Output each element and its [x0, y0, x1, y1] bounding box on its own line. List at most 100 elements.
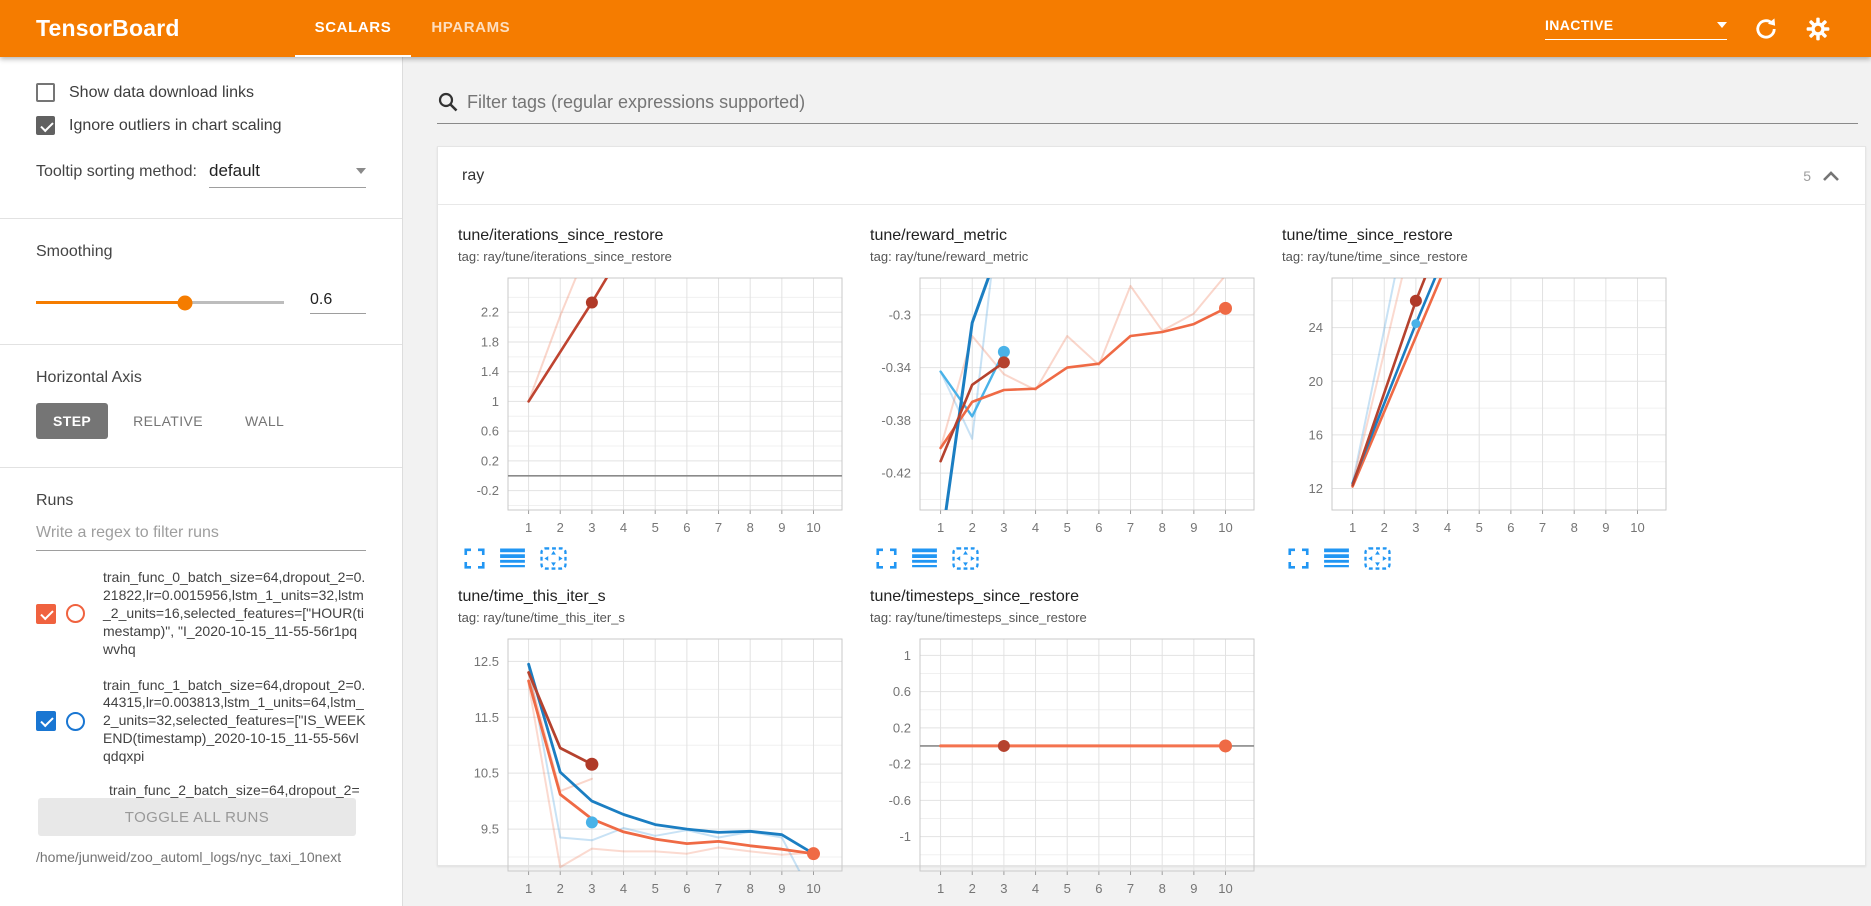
- svg-text:5: 5: [1064, 881, 1071, 896]
- tooltip-sorting-label: Tooltip sorting method:: [36, 163, 197, 180]
- svg-text:0.6: 0.6: [481, 424, 499, 439]
- tooltip-sorting-value: default: [208, 161, 261, 180]
- show-download-links-checkbox-row[interactable]: Show data download links: [36, 83, 366, 102]
- run-color-radio[interactable]: [66, 604, 85, 624]
- run-checkbox[interactable]: [36, 603, 56, 624]
- data-status-dropdown[interactable]: INACTIVE: [1545, 17, 1727, 40]
- svg-text:10.5: 10.5: [474, 766, 499, 781]
- svg-text:6: 6: [1507, 520, 1514, 535]
- settings-gear-icon[interactable]: [1805, 16, 1831, 42]
- svg-text:-0.6: -0.6: [889, 793, 911, 808]
- svg-text:5: 5: [1476, 520, 1483, 535]
- smoothing-value[interactable]: 0.6: [310, 291, 366, 314]
- svg-text:7: 7: [715, 520, 722, 535]
- empty-grid-cell: [1282, 588, 1694, 906]
- smoothing-slider[interactable]: [36, 295, 284, 310]
- smoothing-slider-row: 0.6: [36, 291, 366, 314]
- fullscreen-icon[interactable]: [1288, 548, 1309, 569]
- axis-wall-button[interactable]: WALL: [245, 413, 285, 429]
- chart-tag: tag: ray/tune/time_this_iter_s: [458, 610, 625, 625]
- run-color-radio[interactable]: [66, 711, 85, 731]
- refresh-icon[interactable]: [1753, 16, 1779, 42]
- chart-plot[interactable]: -0.42 -0.38 -0.34 -0.3 1 2 3 4 5 6 7 8 9 10: [870, 272, 1270, 545]
- run-checkbox[interactable]: [36, 711, 56, 732]
- ignore-outliers-checkbox[interactable]: [36, 116, 55, 135]
- horizontal-axis-label: Horizontal Axis: [36, 369, 142, 386]
- chart-plot[interactable]: 9.5 10.5 11.5 12.5 1 2 3 4 5 6 7 8 9 10: [458, 633, 858, 906]
- run-name: train_func_1_batch_size=64,dropout_2=0.4…: [103, 676, 366, 765]
- chart-plot[interactable]: -0.2 0.2 0.6 1 1.4 1.8 2.2 1 2 3 4 5 6 7 8 9 10: [458, 272, 858, 545]
- run-item-0: train_func_0_batch_size=64,dropout_2=0.2…: [36, 569, 366, 659]
- svg-text:-0.2: -0.2: [477, 483, 499, 498]
- tag-group-ray: ray 5 tune/iterations_since_restore tag:…: [437, 146, 1866, 896]
- ignore-outliers-checkbox-row[interactable]: Ignore outliers in chart scaling: [36, 116, 366, 135]
- svg-text:-0.2: -0.2: [889, 757, 911, 772]
- header-actions: INACTIVE: [1545, 0, 1871, 57]
- svg-text:7: 7: [1127, 520, 1134, 535]
- fit-domain-icon[interactable]: [540, 547, 567, 570]
- fit-domain-icon[interactable]: [952, 547, 979, 570]
- chevron-up-icon[interactable]: [1821, 169, 1841, 183]
- fullscreen-icon[interactable]: [876, 548, 897, 569]
- tab-hparams[interactable]: HPARAMS: [431, 19, 511, 36]
- slider-knob[interactable]: [177, 295, 193, 310]
- svg-text:1: 1: [492, 394, 499, 409]
- chart-title: tune/iterations_since_restore: [458, 227, 664, 244]
- svg-text:3: 3: [1412, 520, 1419, 535]
- expand-chart-icon[interactable]: [912, 548, 937, 569]
- svg-text:6: 6: [683, 881, 690, 896]
- fullscreen-icon[interactable]: [464, 548, 485, 569]
- svg-text:6: 6: [1095, 881, 1102, 896]
- divider: [0, 218, 402, 219]
- smoothing-label: Smoothing: [36, 243, 113, 260]
- tab-scalars[interactable]: SCALARS: [294, 0, 412, 57]
- tag-group-count: 5: [1803, 167, 1811, 184]
- main-content: ray 5 tune/iterations_since_restore tag:…: [403, 57, 1871, 906]
- svg-text:9: 9: [778, 520, 785, 535]
- svg-text:9: 9: [778, 881, 785, 896]
- svg-text:4: 4: [620, 520, 627, 535]
- chart-tag: tag: ray/tune/reward_metric: [870, 249, 1029, 264]
- tag-filter-row: [437, 91, 1858, 124]
- chart-title: tune/time_since_restore: [1282, 227, 1453, 244]
- svg-text:4: 4: [1032, 520, 1039, 535]
- chart-tag: tag: ray/tune/timesteps_since_restore: [870, 610, 1087, 625]
- svg-text:24: 24: [1309, 320, 1323, 335]
- tooltip-sorting-dropdown[interactable]: default: [208, 161, 366, 188]
- run-item-1: train_func_1_batch_size=64,dropout_2=0.4…: [36, 677, 366, 767]
- svg-text:0.6: 0.6: [893, 684, 911, 699]
- chart-card-time-this-iter: tune/time_this_iter_s tag: ray/tune/time…: [458, 588, 858, 906]
- svg-text:-0.38: -0.38: [881, 413, 911, 428]
- charts-grid: tune/iterations_since_restore tag: ray/t…: [438, 205, 1865, 906]
- svg-text:2: 2: [969, 520, 976, 535]
- show-download-links-checkbox[interactable]: [36, 83, 55, 102]
- chart-plot[interactable]: 12 16 20 24 1 2 3 4 5 6 7 8 9 10: [1282, 272, 1682, 545]
- expand-chart-icon[interactable]: [500, 548, 525, 569]
- svg-text:4: 4: [1032, 881, 1039, 896]
- tag-filter-input[interactable]: [467, 91, 1858, 113]
- axis-relative-button[interactable]: RELATIVE: [133, 413, 204, 429]
- checkbox-label: Show data download links: [69, 83, 255, 101]
- svg-text:8: 8: [1571, 520, 1578, 535]
- svg-text:6: 6: [1095, 520, 1102, 535]
- chart-plot[interactable]: -1 -0.6 -0.2 0.2 0.6 1 1 2 3 4 5 6 7 8 9 10: [870, 633, 1270, 906]
- svg-text:3: 3: [1000, 520, 1007, 535]
- toggle-all-runs-button[interactable]: TOGGLE ALL RUNS: [38, 798, 356, 837]
- axis-step-button[interactable]: STEP: [36, 403, 109, 439]
- expand-chart-icon[interactable]: [1324, 548, 1349, 569]
- chart-card-timesteps-since-restore: tune/timesteps_since_restore tag: ray/tu…: [870, 588, 1270, 906]
- run-name: train_func_2_batch_size=64,dropout_2=: [109, 782, 360, 799]
- svg-text:11.5: 11.5: [475, 710, 499, 725]
- svg-text:12: 12: [1309, 481, 1323, 496]
- chart-tag: tag: ray/tune/iterations_since_restore: [458, 249, 672, 264]
- tag-group-title: ray: [462, 166, 485, 184]
- runs-filter-input[interactable]: [36, 510, 366, 551]
- fit-domain-icon[interactable]: [1364, 547, 1391, 570]
- svg-text:0.2: 0.2: [893, 720, 911, 735]
- svg-text:1: 1: [937, 520, 944, 535]
- tag-group-header[interactable]: ray 5: [438, 147, 1865, 205]
- chart-tag: tag: ray/tune/time_since_restore: [1282, 249, 1468, 264]
- search-icon: [438, 92, 458, 112]
- svg-text:2: 2: [557, 520, 564, 535]
- status-label: INACTIVE: [1545, 17, 1614, 33]
